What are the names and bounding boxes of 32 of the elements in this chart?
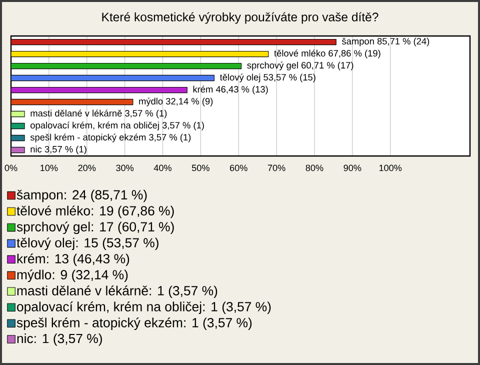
x-tick-label: 50% <box>192 164 210 172</box>
data-label: tělové mléko 67,86 % (19) <box>274 50 380 58</box>
legend-label: krém: 13 (46,43 %) <box>17 254 130 266</box>
data-label: opalovací krém, krém na obličej 3,57 % (1) <box>30 122 204 130</box>
legend-label: mýdlo: 9 (32,14 %) <box>17 270 128 282</box>
x-tick-label: 70% <box>268 164 286 172</box>
legend-label: tělové mléko: 19 (67,86 %) <box>16 206 174 218</box>
x-tick-label: 100% <box>379 164 402 172</box>
x-tick-label: 30% <box>116 164 134 172</box>
x-tick-label: 40% <box>154 164 172 172</box>
x-tick-label: 20% <box>78 164 96 172</box>
x-tick-label: 80% <box>306 164 324 172</box>
x-tick-label: 10% <box>40 164 58 172</box>
data-label: tělový olej 53,57 % (15) <box>220 74 316 82</box>
data-label: masti dělané v lékárně 3,57 % (1) <box>30 110 167 118</box>
legend-label: tělový olej: 15 (53,57 %) <box>16 238 158 250</box>
data-label: šampon 85,71 % (24) <box>342 38 430 46</box>
legend-label: sprchový gel: 17 (60,71 %) <box>16 222 174 234</box>
x-tick-label: 60% <box>230 164 248 172</box>
x-tick-label: 0% <box>4 164 18 172</box>
legend-label: masti dělané v lékárně: 1 (3,57 %) <box>17 286 218 298</box>
legend-label: opalovací krém, krém na obličej: 1 (3,57 %) <box>17 302 271 314</box>
data-label: sprchový gel 60,71 % (17) <box>247 62 354 70</box>
data-label: nic 3,57 % (1) <box>30 146 86 154</box>
legend-label: spešl krém - atopický ekzém: 1 (3,57 %) <box>16 318 252 330</box>
legend-label: šampon: 24 (85,71 %) <box>16 190 147 202</box>
data-label: krém 46,43 % (13) <box>193 86 268 94</box>
legend-label: nic: 1 (3,57 %) <box>17 334 102 346</box>
chart-title: Které kosmetické výrobky používáte pro vaše dítě? <box>102 12 378 24</box>
data-label: mýdlo 32,14 % (9) <box>139 98 213 106</box>
data-label: spešl krém - atopický ekzém 3,57 % (1) <box>30 134 191 142</box>
x-tick-label: 90% <box>344 164 362 172</box>
